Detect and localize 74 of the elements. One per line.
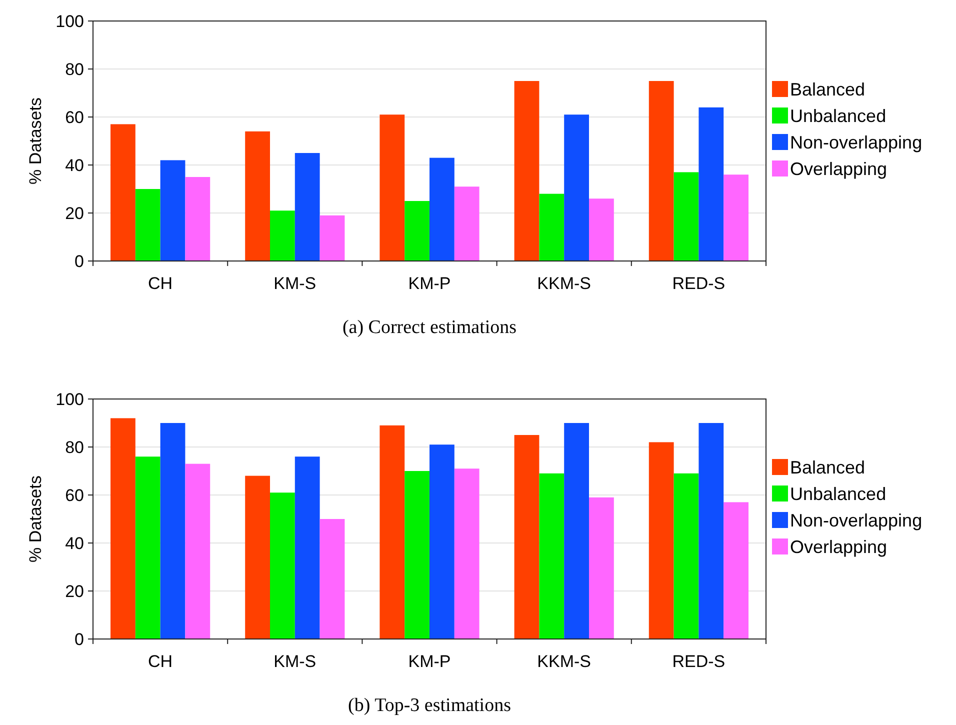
bar: [160, 423, 186, 639]
bar: [454, 186, 480, 261]
bar: [135, 189, 160, 261]
y-tick-label: 60: [65, 486, 84, 505]
bar: [320, 519, 345, 639]
bar: [294, 153, 320, 261]
bar: [724, 174, 748, 261]
bar: [110, 418, 136, 639]
bar: [185, 177, 210, 261]
legend-label: Unbalanced: [790, 106, 886, 126]
bar: [564, 114, 589, 261]
bar: [648, 81, 674, 261]
x-tick-label: CH: [148, 274, 173, 293]
bar: [110, 124, 136, 261]
bar: [380, 425, 405, 639]
bar: [589, 497, 614, 639]
bar: [589, 198, 614, 261]
y-tick-label: 100: [56, 12, 84, 31]
bar: [404, 201, 430, 261]
y-tick-label: 60: [65, 108, 84, 127]
y-tick-label: 40: [65, 156, 84, 175]
bar: [724, 502, 748, 639]
bar: [320, 215, 345, 261]
x-tick-label: KM-S: [274, 274, 316, 293]
bar: [404, 471, 430, 639]
bar: [454, 468, 480, 639]
bar: [185, 464, 210, 639]
bar: [698, 107, 724, 261]
legend-label: Overlapping: [790, 158, 888, 179]
bar: [270, 210, 295, 261]
y-tick-label: 20: [65, 582, 84, 601]
x-tick-label: KKM-S: [537, 652, 592, 671]
legend-label: Non-overlapping: [790, 510, 922, 530]
y-tick-label: 100: [56, 390, 84, 409]
bar: [430, 158, 454, 261]
legend-label: Balanced: [790, 79, 866, 100]
legend-label: Unbalanced: [790, 484, 886, 504]
x-tick-label: CH: [148, 652, 173, 671]
bar: [245, 131, 270, 261]
bar: [270, 492, 295, 639]
bar: [160, 160, 186, 261]
x-tick-label: RED-S: [672, 652, 726, 671]
legend-label: Non-overlapping: [790, 132, 922, 152]
bar: [380, 114, 405, 261]
y-tick-label: 40: [65, 534, 84, 553]
legend-label: Overlapping: [790, 536, 888, 557]
text: (b) Top-3 estimations: [348, 695, 511, 716]
bar: [648, 442, 674, 639]
bar: [245, 476, 270, 639]
bar: [514, 435, 540, 639]
y-tick-label: 0: [74, 630, 84, 649]
bar: [294, 456, 320, 639]
bar: [674, 172, 699, 261]
y-tick-label: 20: [65, 204, 84, 223]
bar: [514, 81, 540, 261]
bar: [539, 194, 564, 261]
bar: [674, 473, 699, 639]
bar: [430, 444, 454, 639]
x-tick-label: KKM-S: [537, 274, 592, 293]
bar: [135, 456, 160, 639]
legend-label: Balanced: [790, 457, 866, 478]
y-axis-title: % Datasets: [26, 476, 45, 562]
y-tick-label: 80: [65, 60, 84, 79]
text: (a) Correct estimations: [342, 317, 517, 338]
y-axis-title: % Datasets: [26, 98, 45, 184]
x-tick-label: RED-S: [672, 274, 726, 293]
y-tick-label: 80: [65, 438, 84, 457]
x-tick-label: KM-P: [408, 274, 451, 293]
bar: [698, 423, 724, 639]
bar: [564, 423, 589, 639]
bar: [539, 473, 564, 639]
y-tick-label: 0: [74, 252, 84, 271]
x-tick-label: KM-S: [274, 652, 316, 671]
x-tick-label: KM-P: [408, 652, 451, 671]
